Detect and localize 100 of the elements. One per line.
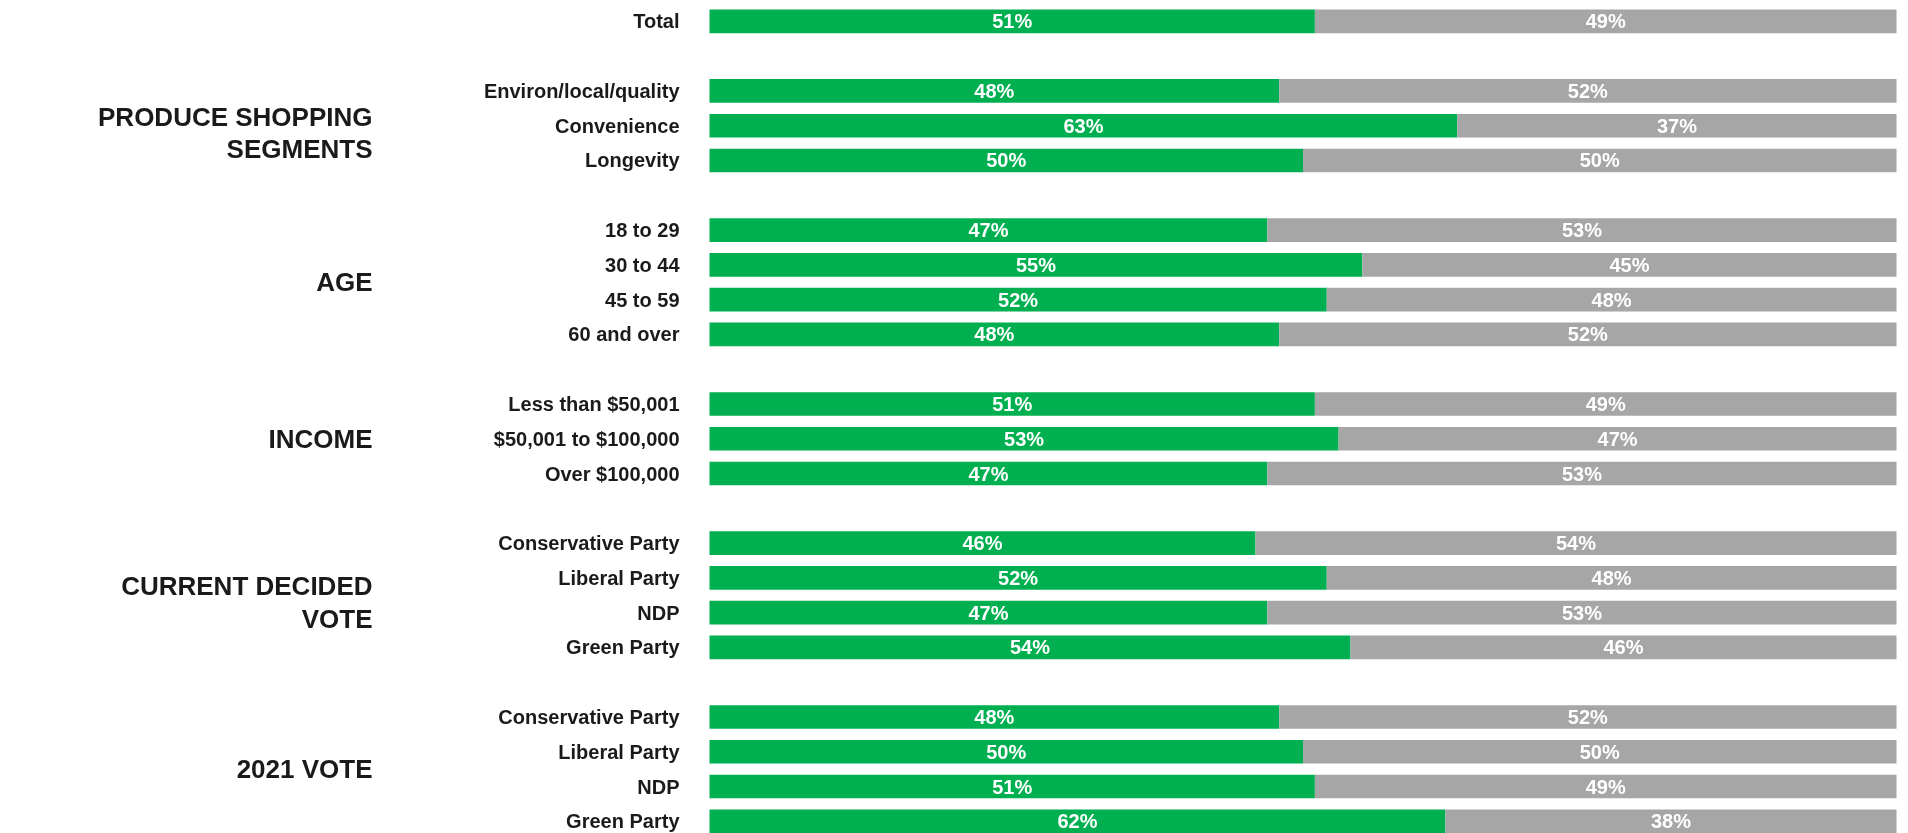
bar (1326, 287, 1897, 312)
data-label: 48% (1591, 288, 1632, 311)
data-label: 47% (968, 462, 1009, 485)
y-tick-label: Green Party (566, 810, 681, 833)
data-label: 63% (1063, 114, 1104, 137)
bar (709, 392, 1315, 416)
y-tick-label: 45 to 59 (605, 288, 680, 311)
bar (709, 9, 1315, 34)
data-label: 45% (1609, 253, 1650, 276)
bar (1362, 253, 1897, 277)
text: CURRENT DECIDED VOTE (121, 571, 373, 634)
bar (1279, 79, 1897, 103)
bar (1303, 739, 1897, 764)
data-label: 48% (974, 705, 1015, 728)
y-tick-label: Less than $50,001 (508, 392, 680, 415)
bar (709, 79, 1280, 103)
data-label: 51% (992, 392, 1033, 415)
y-tick-label: 60 and over (568, 323, 680, 346)
bar (709, 705, 1280, 729)
y-tick-label: NDP (637, 601, 680, 624)
bar (709, 774, 1315, 799)
y-tick-label: $50,001 to $100,000 (493, 427, 680, 450)
data-label: 47% (968, 219, 1009, 242)
bar (1267, 600, 1897, 625)
y-tick-label: 30 to 44 (605, 253, 681, 276)
data-label: 53% (1561, 462, 1603, 485)
bar (709, 531, 1256, 555)
y-tick-label: Liberal Party (558, 740, 681, 763)
data-label: 38% (1650, 810, 1692, 833)
bar (1457, 113, 1897, 138)
y-tick-label: Convenience (555, 114, 680, 137)
bar (1314, 774, 1897, 799)
y-tick-label: Over $100,000 (544, 462, 680, 485)
data-label: 49% (1585, 392, 1626, 415)
y-tick-label: Environ/local/quality (483, 79, 681, 102)
data-label: 52% (998, 288, 1039, 311)
bar (709, 426, 1339, 451)
y-tick-label: Conservative Party (498, 532, 681, 555)
bar (1314, 392, 1897, 416)
data-label: 62% (1057, 810, 1098, 833)
bar (709, 287, 1327, 312)
data-label: 52% (1567, 323, 1609, 346)
data-label: 46% (962, 532, 1003, 555)
data-label: 51% (992, 775, 1033, 798)
data-label: 52% (1567, 79, 1609, 102)
data-label: 50% (1579, 740, 1620, 763)
data-label: 50% (1579, 149, 1620, 172)
data-label: 51% (992, 10, 1033, 33)
y-tick-label: Conservative Party (498, 705, 681, 728)
data-label: 50% (986, 149, 1027, 172)
data-label: 48% (1591, 566, 1632, 589)
bar (1314, 9, 1897, 34)
text: 2021 VOTE (236, 754, 373, 785)
bar (709, 322, 1280, 347)
bar (709, 113, 1458, 138)
data-label: 46% (1603, 636, 1644, 659)
bar (1279, 322, 1897, 347)
data-label: 37% (1656, 114, 1698, 137)
bar (1255, 531, 1897, 555)
text: PRODUCE SHOPPING SEGMENTS (98, 101, 373, 165)
data-label: 47% (968, 601, 1009, 624)
y-tick-label: Liberal Party (558, 566, 681, 589)
data-label: 53% (1561, 601, 1603, 624)
bar (709, 253, 1363, 277)
bar (709, 809, 1446, 833)
data-label: 54% (1556, 532, 1597, 555)
bar (1267, 461, 1897, 486)
bar (709, 635, 1351, 660)
data-label: 48% (974, 79, 1015, 102)
y-tick-label: Green Party (566, 636, 681, 659)
y-tick-label: Total (633, 10, 680, 33)
data-label: 47% (1597, 427, 1638, 450)
bar (1279, 705, 1897, 729)
bar (709, 739, 1303, 764)
data-label: 48% (974, 323, 1015, 346)
y-tick-label: NDP (637, 775, 680, 798)
data-label: 54% (1009, 636, 1051, 659)
data-label: 53% (1561, 219, 1603, 242)
y-tick-label: Longevity (585, 149, 681, 172)
bar (1350, 635, 1897, 660)
bar (1326, 566, 1897, 590)
bar (709, 148, 1303, 173)
text: INCOME (268, 423, 373, 454)
bar (709, 600, 1268, 625)
bar (1338, 426, 1897, 451)
bar (709, 566, 1327, 590)
data-label: 55% (1015, 253, 1057, 276)
data-label: 52% (998, 566, 1039, 589)
bar (1303, 148, 1897, 173)
data-label: 53% (1004, 427, 1045, 450)
data-label: 49% (1585, 775, 1626, 798)
data-label: 50% (986, 740, 1027, 763)
data-label: 52% (1567, 705, 1609, 728)
text: AGE (316, 267, 373, 298)
bar (1445, 809, 1897, 833)
y-tick-label: 18 to 29 (605, 219, 680, 242)
bar (709, 218, 1268, 242)
bar (1267, 218, 1897, 242)
bar (709, 461, 1268, 486)
data-label: 49% (1585, 10, 1626, 33)
